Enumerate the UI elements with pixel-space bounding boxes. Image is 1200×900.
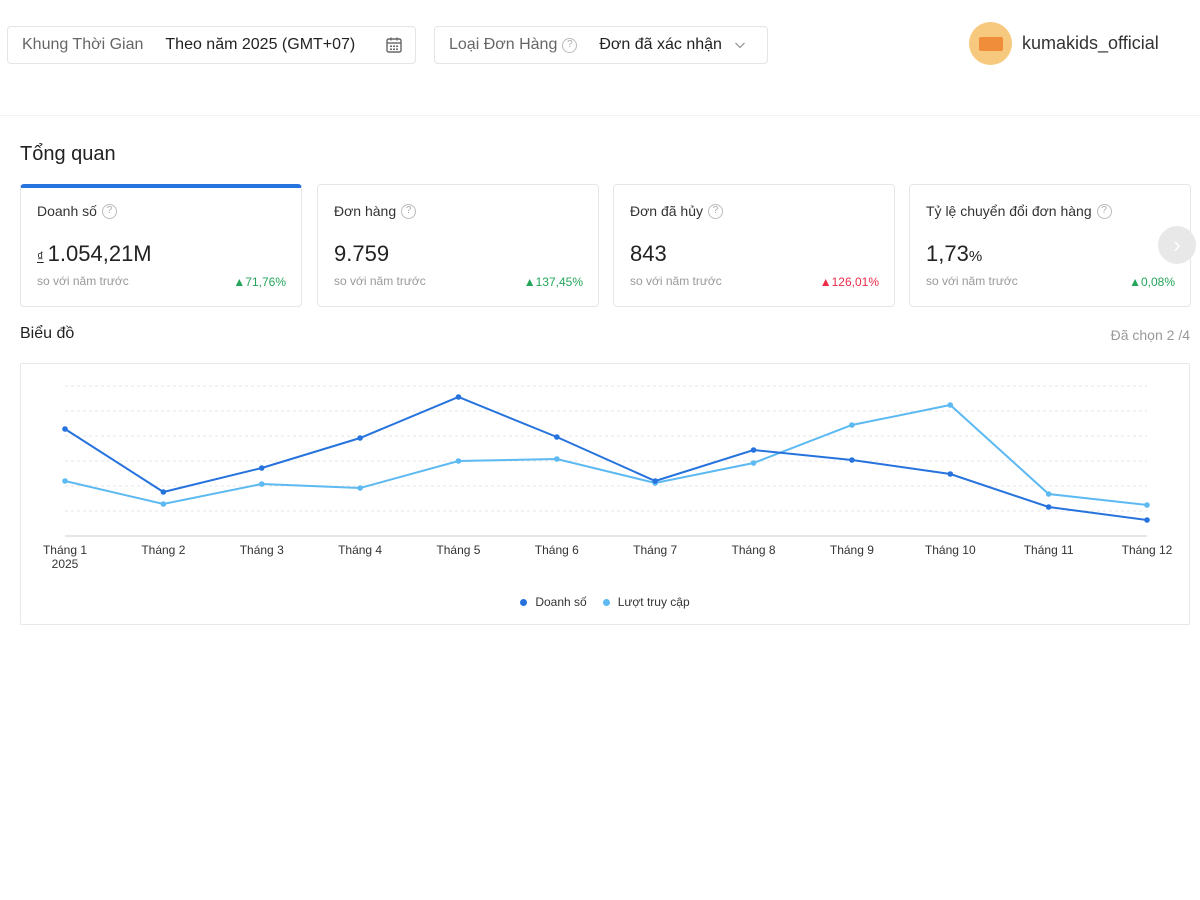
- x-tick-label: Tháng 4: [338, 543, 382, 557]
- data-point[interactable]: [455, 458, 462, 464]
- x-tick-label: Tháng 9: [830, 543, 874, 557]
- data-point[interactable]: [849, 422, 855, 428]
- metric-change: ▲0,08%: [1129, 275, 1175, 289]
- order-type-filter[interactable]: Loại Đơn Hàng ? Đơn đã xác nhận: [434, 26, 768, 64]
- metric-title: Tỷ lệ chuyển đổi đơn hàng: [926, 203, 1092, 219]
- currency-symbol: ₫: [37, 249, 44, 264]
- shop-account[interactable]: kumakids_official: [969, 22, 1159, 65]
- x-tick-label: Tháng 12: [1122, 543, 1173, 557]
- help-icon[interactable]: ?: [562, 37, 578, 53]
- chart-legend: Doanh số Lượt truy cập: [21, 595, 1189, 609]
- chevron-right-icon: ›: [1173, 232, 1181, 257]
- metric-unit: %: [968, 248, 983, 265]
- legend-dot-icon: [520, 598, 528, 606]
- help-icon[interactable]: ?: [101, 203, 117, 219]
- metric-card-orders[interactable]: Đơn hàng? 9.759 so với năm trước ▲137,45…: [317, 184, 599, 307]
- x-tick-sublabel: 2025: [52, 557, 79, 571]
- legend-label: Doanh số: [535, 595, 587, 609]
- data-point[interactable]: [455, 394, 462, 400]
- triangle-up-icon: ▲: [1129, 275, 1141, 289]
- metric-change: ▲126,01%: [819, 275, 879, 289]
- data-point[interactable]: [750, 460, 757, 466]
- data-point[interactable]: [652, 478, 658, 484]
- time-range-value: Theo năm 2025 (GMT+07): [165, 36, 356, 53]
- data-point[interactable]: [1045, 504, 1052, 510]
- data-point[interactable]: [62, 478, 68, 484]
- x-tick-label: Tháng 1: [43, 543, 87, 557]
- data-point[interactable]: [554, 434, 560, 440]
- chart-canvas: Tháng 1 Tháng 2 Tháng 3 Tháng 4 Tháng 5 Tháng…: [43, 385, 1173, 571]
- x-tick-label: Tháng 8: [732, 543, 776, 557]
- metric-card-sales[interactable]: Doanh số? ₫ 1.054,21M so với năm trước ▲7…: [20, 184, 302, 307]
- help-icon[interactable]: ?: [401, 203, 417, 219]
- shop-avatar: [969, 22, 1012, 65]
- data-point[interactable]: [160, 489, 167, 495]
- x-tick-label: Tháng 11: [1024, 543, 1074, 557]
- data-point[interactable]: [849, 457, 855, 463]
- metric-value: 9.759: [334, 241, 390, 266]
- metric-value: 843: [630, 241, 667, 266]
- time-range-label: Khung Thời Gian: [22, 36, 144, 53]
- metric-title: Đơn hàng: [334, 203, 397, 219]
- overview-title: Tổng quan: [20, 143, 116, 165]
- data-point[interactable]: [1144, 517, 1150, 523]
- legend-item[interactable]: Lượt truy cập: [602, 595, 690, 609]
- x-tick-label: Tháng 7: [633, 543, 677, 557]
- metric-value: 1,73: [926, 241, 969, 266]
- metric-value: 1.054,21M: [47, 241, 152, 266]
- metric-change: ▲137,45%: [523, 275, 583, 289]
- data-point[interactable]: [1144, 502, 1150, 508]
- metric-card-cancelled-orders[interactable]: Đơn đã hủy? 843 so với năm trước ▲126,01…: [613, 184, 895, 307]
- metric-card-conversion-rate[interactable]: Tỷ lệ chuyển đổi đơn hàng? 1,73% so với …: [909, 184, 1191, 307]
- legend-item[interactable]: Doanh số: [520, 595, 587, 609]
- data-point[interactable]: [1045, 491, 1052, 497]
- metric-note: so với năm trước: [37, 274, 129, 288]
- next-cards-button[interactable]: ›: [1158, 226, 1196, 264]
- x-tick-label: Tháng 2: [141, 543, 185, 557]
- triangle-up-icon: ▲: [233, 275, 246, 289]
- x-tick-label: Tháng 10: [925, 543, 976, 557]
- data-point[interactable]: [947, 402, 954, 408]
- metric-note: so với năm trước: [630, 274, 722, 288]
- metric-note: so với năm trước: [334, 274, 426, 288]
- top-filter-bar: Khung Thời Gian Theo năm 2025 (GMT+07) L…: [0, 0, 1200, 116]
- data-point[interactable]: [357, 485, 363, 491]
- data-point[interactable]: [160, 501, 167, 507]
- x-tick-label: Tháng 3: [240, 543, 284, 557]
- series-line: [64, 403, 1148, 506]
- shop-name: kumakids_official: [1022, 33, 1159, 53]
- metric-change: ▲71,76%: [233, 275, 286, 289]
- order-type-label: Loại Đơn Hàng: [449, 36, 558, 53]
- line-chart: Tháng 1 Tháng 2 Tháng 3 Tháng 4 Tháng 5 Tháng…: [20, 363, 1190, 625]
- legend-label: Lượt truy cập: [617, 595, 690, 609]
- help-icon[interactable]: ?: [708, 203, 724, 219]
- calendar-icon[interactable]: [385, 36, 403, 54]
- data-point[interactable]: [554, 456, 560, 462]
- data-point[interactable]: [357, 435, 363, 441]
- triangle-up-icon: ▲: [523, 275, 536, 289]
- selected-metrics-count[interactable]: Đã chọn 2 /4: [1110, 327, 1190, 343]
- metric-title: Đơn đã hủy: [630, 203, 704, 219]
- help-icon[interactable]: ?: [1096, 203, 1112, 219]
- order-type-value: Đơn đã xác nhận: [599, 36, 722, 53]
- x-tick-label: Tháng 5: [436, 543, 480, 557]
- data-point[interactable]: [258, 465, 265, 471]
- data-point[interactable]: [62, 426, 68, 432]
- metric-note: so với năm trước: [926, 274, 1018, 288]
- data-point[interactable]: [258, 481, 265, 487]
- metric-title: Doanh số: [37, 203, 97, 219]
- legend-dot-icon: [602, 598, 610, 606]
- chart-title: Biểu đồ: [20, 325, 75, 342]
- data-point[interactable]: [947, 471, 954, 477]
- x-tick-label: Tháng 6: [535, 543, 579, 557]
- triangle-up-icon: ▲: [819, 275, 832, 289]
- series-line: [64, 395, 1148, 521]
- chevron-down-icon[interactable]: [734, 39, 746, 51]
- data-point[interactable]: [750, 447, 757, 453]
- time-range-filter[interactable]: Khung Thời Gian Theo năm 2025 (GMT+07): [7, 26, 416, 64]
